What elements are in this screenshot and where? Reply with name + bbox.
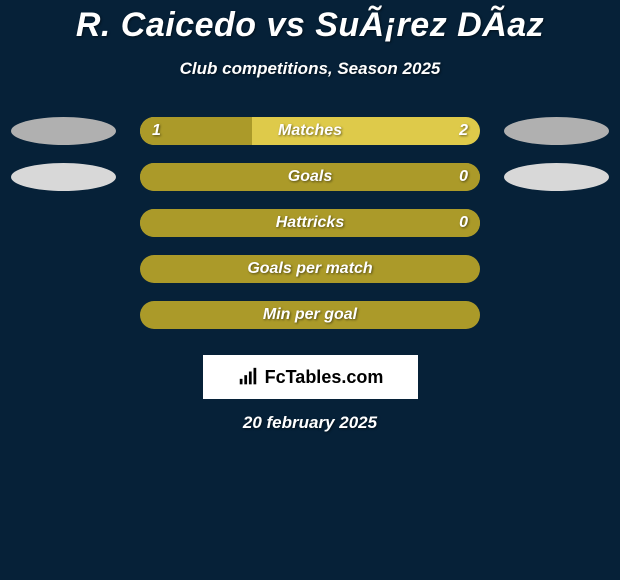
stat-right-value: 2 (459, 117, 468, 145)
stat-bar: Hattricks 0 (140, 209, 480, 237)
right-ellipse (504, 163, 609, 191)
stat-right-value: 0 (459, 209, 468, 237)
stat-label: Min per goal (140, 301, 480, 329)
stat-row: Hattricks 0 (0, 209, 620, 237)
stat-bar: Goals 0 (140, 163, 480, 191)
stat-rows: 1 Matches 2 Goals 0 Hattricks 0 (0, 117, 620, 329)
stat-label: Matches (140, 117, 480, 145)
date-label: 20 february 2025 (0, 413, 620, 433)
page-title: R. Caicedo vs SuÃ¡rez DÃaz (0, 6, 620, 45)
stat-bar: Min per goal (140, 301, 480, 329)
page-subtitle: Club competitions, Season 2025 (0, 59, 620, 79)
stat-right-value: 0 (459, 163, 468, 191)
left-ellipse (11, 117, 116, 145)
left-ellipse (11, 163, 116, 191)
stat-label: Goals (140, 163, 480, 191)
stat-label: Goals per match (140, 255, 480, 283)
right-ellipse (504, 117, 609, 145)
comparison-infographic: R. Caicedo vs SuÃ¡rez DÃaz Club competit… (0, 0, 620, 580)
stat-row: Goals per match (0, 255, 620, 283)
logo-text: FcTables.com (265, 367, 384, 388)
logo-box: FcTables.com (203, 355, 418, 399)
stat-bar: 1 Matches 2 (140, 117, 480, 145)
stat-bar: Goals per match (140, 255, 480, 283)
stat-row: Goals 0 (0, 163, 620, 191)
stat-label: Hattricks (140, 209, 480, 237)
stat-row: Min per goal (0, 301, 620, 329)
stat-row: 1 Matches 2 (0, 117, 620, 145)
bars-icon (237, 366, 259, 388)
